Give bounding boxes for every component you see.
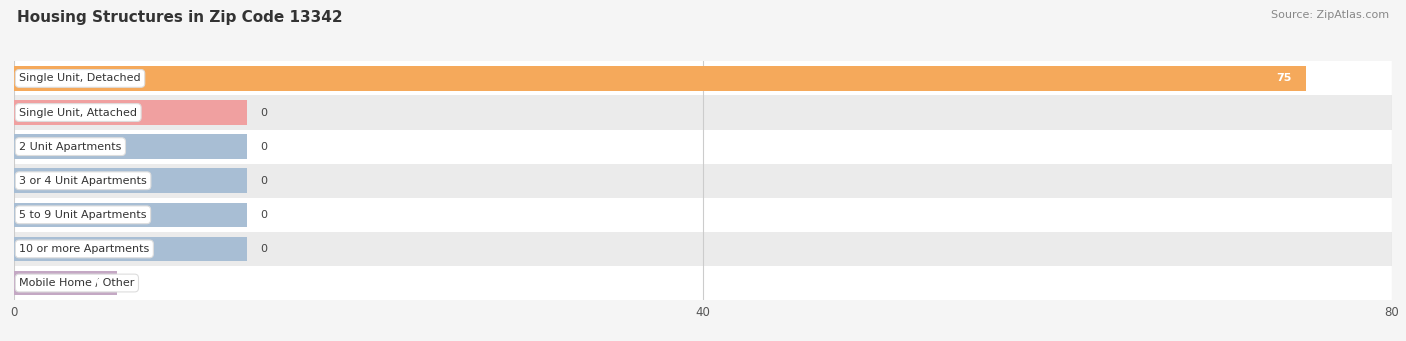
Bar: [14, 271, 118, 295]
Text: 10 or more Apartments: 10 or more Apartments: [20, 244, 149, 254]
Text: 0: 0: [260, 244, 267, 254]
Bar: [14, 237, 246, 261]
Bar: [14, 95, 1392, 130]
Text: 6: 6: [96, 278, 104, 288]
Bar: [14, 130, 1392, 164]
Bar: [14, 100, 246, 125]
Bar: [14, 168, 246, 193]
Text: Source: ZipAtlas.com: Source: ZipAtlas.com: [1271, 10, 1389, 20]
Text: Single Unit, Detached: Single Unit, Detached: [20, 73, 141, 84]
Bar: [14, 164, 1392, 198]
Text: Single Unit, Attached: Single Unit, Attached: [20, 107, 138, 118]
Bar: [14, 61, 1392, 95]
Bar: [14, 203, 246, 227]
Text: 0: 0: [260, 142, 267, 152]
Text: Mobile Home / Other: Mobile Home / Other: [20, 278, 135, 288]
Text: 5 to 9 Unit Apartments: 5 to 9 Unit Apartments: [20, 210, 146, 220]
Bar: [14, 134, 246, 159]
Text: 2 Unit Apartments: 2 Unit Apartments: [20, 142, 121, 152]
Text: Housing Structures in Zip Code 13342: Housing Structures in Zip Code 13342: [17, 10, 343, 25]
Bar: [14, 198, 1392, 232]
Text: 0: 0: [260, 176, 267, 186]
Text: 0: 0: [260, 107, 267, 118]
Text: 3 or 4 Unit Apartments: 3 or 4 Unit Apartments: [20, 176, 148, 186]
Text: 0: 0: [260, 210, 267, 220]
Bar: [14, 66, 1306, 91]
Bar: [14, 266, 1392, 300]
Text: 75: 75: [1277, 73, 1292, 84]
Bar: [14, 232, 1392, 266]
